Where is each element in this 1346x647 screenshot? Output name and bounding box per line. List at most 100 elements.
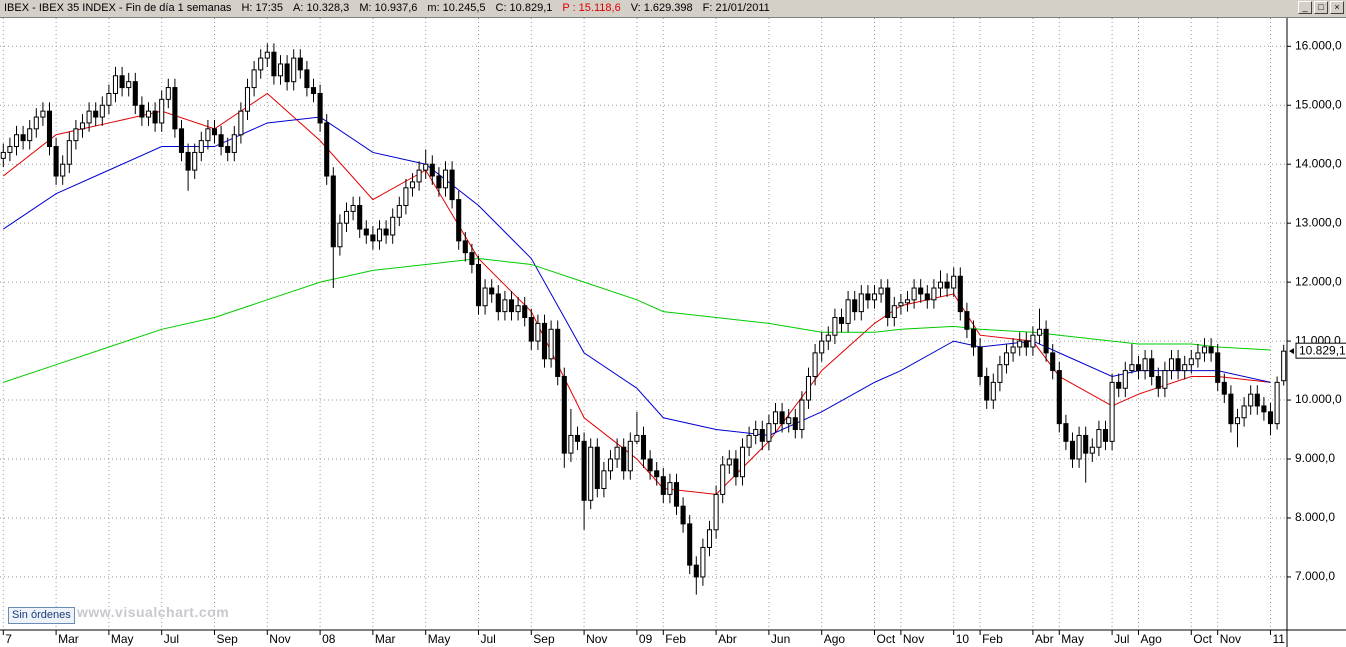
- candle-body: [53, 146, 59, 177]
- x-tick-label: Oct: [877, 632, 896, 646]
- candle-body: [449, 169, 455, 201]
- header-field: M: 10.937,6: [359, 2, 418, 14]
- header-field: P : 15.118,6: [562, 2, 621, 14]
- candle-body: [706, 529, 713, 548]
- candle-body: [1129, 364, 1135, 372]
- candle-body: [918, 287, 924, 295]
- candle-body: [1149, 358, 1155, 377]
- candle-body: [1102, 429, 1109, 442]
- candle-body: [258, 57, 264, 71]
- candle-body: [99, 104, 105, 118]
- candle-body: [1162, 370, 1168, 389]
- candle-body: [970, 328, 977, 348]
- candle-body: [753, 429, 759, 436]
- candle-body: [937, 281, 944, 289]
- candle-body: [832, 317, 838, 336]
- candle-body: [931, 287, 937, 301]
- x-tick-label: 10: [956, 632, 970, 646]
- candle-body: [337, 222, 343, 248]
- candle-body: [726, 458, 732, 466]
- y-tick-label: 15.000,0: [1295, 97, 1342, 111]
- candle-body: [60, 163, 66, 177]
- x-tick-label: Ago: [824, 632, 846, 646]
- candle-body: [469, 252, 475, 265]
- candle-body: [343, 210, 350, 224]
- candle-body: [172, 87, 178, 130]
- moving-average-line: [3, 258, 1271, 383]
- restore-button[interactable]: □: [1314, 1, 1328, 14]
- candle-body: [1188, 358, 1194, 366]
- candle-body: [20, 134, 26, 142]
- y-tick-label: 10.000,0: [1295, 392, 1342, 406]
- candle-body: [779, 411, 785, 425]
- candle-body: [1089, 446, 1095, 454]
- x-tick-label: 09: [639, 632, 653, 646]
- candle-body: [284, 63, 290, 83]
- candle-body: [825, 334, 831, 342]
- x-tick-label: May: [428, 632, 451, 646]
- candle-body: [845, 299, 851, 324]
- candle-body: [416, 169, 422, 183]
- candle-body: [621, 446, 627, 472]
- candle-body: [588, 446, 594, 501]
- candle-body: [482, 287, 488, 307]
- candle-body: [310, 87, 317, 94]
- candle-body: [132, 81, 138, 106]
- candle-body: [660, 476, 666, 495]
- candle-body: [79, 122, 86, 130]
- header-field: A: 10.328,3: [293, 2, 350, 14]
- header-field: H: 17:35: [241, 2, 284, 14]
- candle-body: [297, 57, 303, 71]
- candle-body: [33, 116, 39, 130]
- candle-body: [944, 281, 950, 289]
- last-price-pointer: [1289, 348, 1294, 355]
- x-tick-label: Abr: [718, 632, 737, 646]
- candle-body: [370, 234, 376, 242]
- x-tick-label: Jul: [1114, 632, 1129, 646]
- x-tick-label: Mar: [58, 632, 79, 646]
- candle-body: [185, 151, 191, 171]
- candle-body: [911, 287, 917, 301]
- candle-body: [515, 305, 521, 313]
- candle-body: [640, 434, 647, 460]
- candle-body: [159, 98, 165, 124]
- candle-body: [535, 322, 541, 342]
- candle-body: [145, 110, 152, 118]
- candle-body: [990, 381, 996, 401]
- candle-body: [522, 305, 528, 319]
- candle-body: [957, 275, 963, 313]
- candle-body: [627, 440, 633, 472]
- candle-body: [1267, 411, 1274, 425]
- candle-body: [1281, 350, 1287, 382]
- candle-body: [1201, 346, 1208, 354]
- candle-body: [1254, 393, 1260, 407]
- candle-body: [403, 187, 409, 206]
- candle-body: [192, 151, 198, 171]
- candle-body: [891, 305, 897, 319]
- candle-body: [1116, 381, 1122, 389]
- x-tick-label: Oct: [1193, 632, 1212, 646]
- candle-body: [436, 175, 442, 189]
- candle-body: [390, 216, 396, 236]
- watermark: www.visualchart.com: [77, 604, 230, 620]
- candle-body: [693, 564, 699, 578]
- candle-body: [1122, 370, 1128, 389]
- candle-body: [541, 322, 548, 360]
- candle-body: [924, 293, 930, 301]
- orders-button[interactable]: Sin órdenes: [8, 607, 75, 624]
- candle-body: [225, 146, 231, 153]
- candle-body: [1109, 381, 1115, 442]
- candle-body: [607, 458, 614, 472]
- candle-body: [1195, 352, 1201, 360]
- candle-body: [759, 429, 765, 442]
- minimize-button[interactable]: _: [1298, 1, 1312, 14]
- candle-body: [1215, 352, 1221, 383]
- x-tick-label: Nov: [586, 632, 607, 646]
- x-tick-label: Jun: [771, 632, 790, 646]
- close-button[interactable]: ×: [1330, 1, 1344, 14]
- candle-body: [218, 134, 224, 148]
- x-tick-label: Mar: [375, 632, 396, 646]
- candle-body: [680, 505, 686, 525]
- candle-body: [878, 287, 884, 295]
